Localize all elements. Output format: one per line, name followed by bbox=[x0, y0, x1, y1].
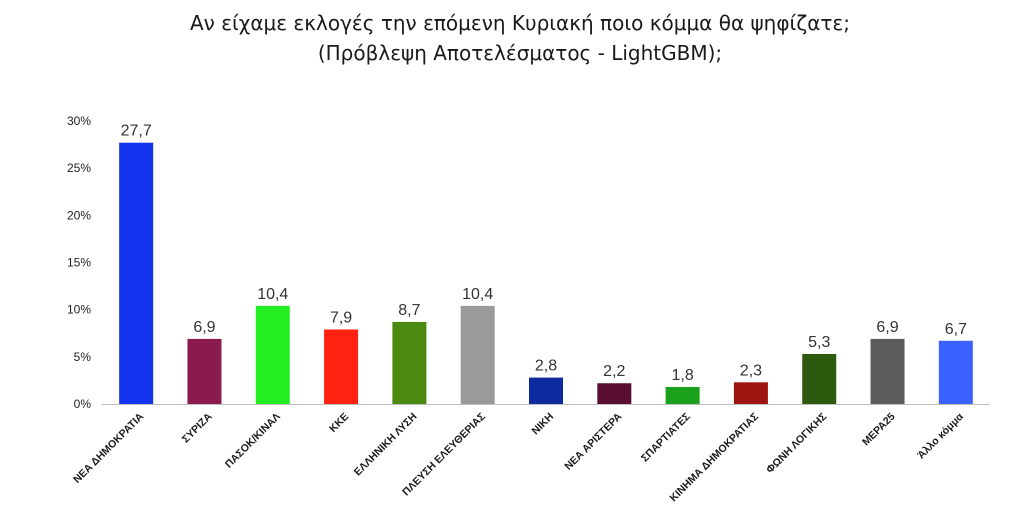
category-label: ΦΩΝΗ ΛΟΓΙΚΗΣ bbox=[764, 411, 829, 476]
y-tick-label: 10% bbox=[67, 303, 91, 317]
chart-title: Αν είχαμε εκλογές την επόμενη Κυριακή πο… bbox=[190, 11, 850, 35]
bar bbox=[597, 383, 632, 404]
data-label: 7,9 bbox=[330, 309, 352, 326]
bar bbox=[255, 305, 290, 404]
category-label: ΝΙΚΗ bbox=[529, 411, 556, 438]
data-label: 6,7 bbox=[945, 321, 967, 338]
chart-title-block: Αν είχαμε εκλογές την επόμενη Κυριακή πο… bbox=[0, 8, 1016, 68]
data-label: 1,8 bbox=[671, 367, 693, 384]
category-label: ΕΛΛΗΝΙΚΗ ΛΥΣΗ bbox=[352, 411, 420, 479]
bar bbox=[665, 387, 700, 404]
y-tick-label: 5% bbox=[74, 350, 92, 364]
category-label: ΜΕΡΑ25 bbox=[860, 411, 898, 449]
bar bbox=[460, 305, 495, 404]
category-label: ΚΚΕ bbox=[327, 411, 351, 435]
y-tick-label: 20% bbox=[67, 208, 91, 222]
bar bbox=[733, 382, 768, 404]
data-label: 27,7 bbox=[121, 123, 152, 140]
bar bbox=[529, 377, 563, 404]
data-label: 2,8 bbox=[535, 358, 557, 375]
category-label: ΝΕΑ ΔΗΜΟΚΡΑΤΙΑ bbox=[71, 410, 146, 485]
bar bbox=[938, 340, 973, 404]
bar bbox=[802, 354, 837, 404]
bar bbox=[870, 338, 905, 404]
data-label: 10,4 bbox=[257, 286, 288, 303]
bar bbox=[392, 321, 427, 404]
data-label: 8,7 bbox=[398, 302, 420, 319]
y-tick-label: 15% bbox=[67, 256, 91, 270]
data-label: 10,4 bbox=[462, 286, 493, 303]
bar bbox=[119, 142, 154, 405]
data-label: 2,3 bbox=[740, 362, 762, 379]
data-label: 2,2 bbox=[603, 363, 625, 380]
bar bbox=[324, 329, 359, 404]
bar bbox=[187, 338, 222, 404]
category-label: ΝΕΑ ΑΡΙΣΤΕΡΑ bbox=[562, 410, 624, 472]
category-label: ΠΑΣΟΚ/ΚΙΝΑΛ bbox=[223, 411, 283, 471]
category-label: ΣΠΑΡΤΙΑΤΕΣ bbox=[639, 411, 693, 465]
data-label: 5,3 bbox=[808, 334, 830, 351]
data-label: 6,9 bbox=[876, 319, 898, 336]
y-tick-label: 30% bbox=[67, 114, 91, 128]
chart-subtitle: (Πρόβλεψη Αποτελέσματος - LightGBM); bbox=[317, 41, 723, 65]
y-tick-label: 0% bbox=[74, 397, 92, 411]
y-tick-label: 25% bbox=[67, 161, 91, 175]
category-label: Άλλο κόμμα bbox=[915, 410, 966, 461]
category-label: ΣΥΡΙΖΑ bbox=[180, 410, 215, 445]
data-label: 6,9 bbox=[193, 319, 215, 336]
